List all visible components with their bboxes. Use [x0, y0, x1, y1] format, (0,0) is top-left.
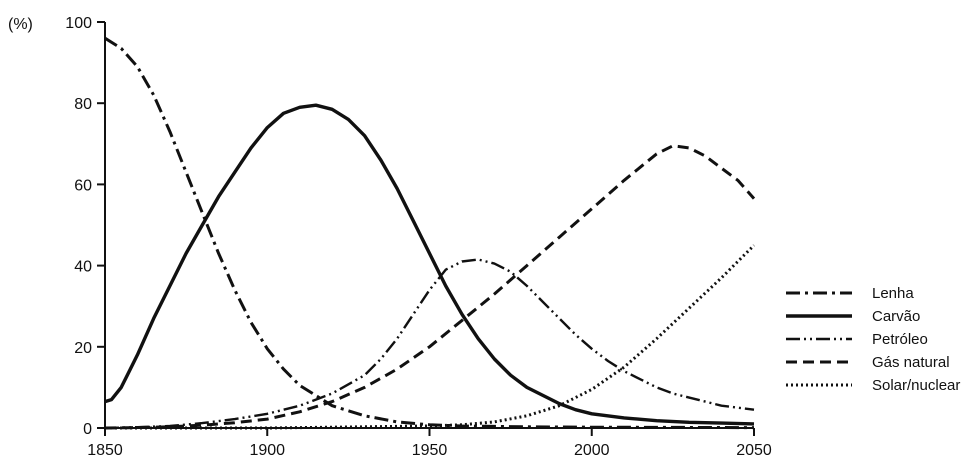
series-line-solar-nuclear: [105, 244, 756, 430]
legend-label: Lenha: [872, 285, 914, 302]
y-tick-label: 60: [74, 177, 92, 194]
series-line-petr-leo: [104, 258, 755, 430]
series-line-lenha: [104, 36, 755, 430]
series-line-carv-o: [104, 103, 755, 426]
x-tick-label: 1850: [87, 442, 123, 459]
y-tick-label: 80: [74, 96, 92, 113]
y-tick-label: 100: [65, 15, 92, 32]
legend-label: Solar/nuclear: [872, 377, 960, 394]
y-tick-label: 0: [83, 421, 92, 438]
y-tick-label: 40: [74, 259, 92, 276]
x-tick-label: 1950: [412, 442, 448, 459]
y-axis-label: (%): [8, 16, 33, 33]
legend-label: Gás natural: [872, 354, 950, 371]
legend-label: Petróleo: [872, 331, 928, 348]
legend-label: Carvão: [872, 308, 920, 325]
legend: Lenha Carvão Petróleo Gás natural Solar/nucl…: [786, 285, 960, 394]
axes: 0 20 40 60 80 100 1850 1900 1950 2000 2050: [65, 15, 772, 459]
x-tick-label: 1900: [249, 442, 285, 459]
y-tick-label: 20: [74, 340, 92, 357]
series-line-g-s-natural: [104, 144, 756, 430]
plot-lines: [104, 36, 756, 430]
x-tick-label: 2000: [574, 442, 610, 459]
x-tick-label: 2050: [736, 442, 772, 459]
